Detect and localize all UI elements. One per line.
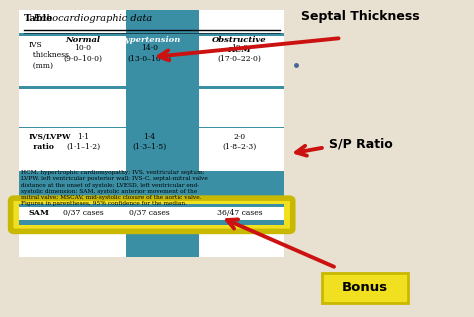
Text: 14·0
(13·0–16·0): 14·0 (13·0–16·0) [128,44,171,62]
Text: 1·1
(1·1–1·2): 1·1 (1·1–1·2) [66,133,100,151]
FancyBboxPatch shape [322,273,408,303]
Text: 19·0
(17·0–22·0): 19·0 (17·0–22·0) [218,44,261,62]
Text: 0/37 cases: 0/37 cases [129,209,170,217]
Text: 36/47 cases: 36/47 cases [217,209,262,217]
FancyBboxPatch shape [126,10,199,257]
Text: SAM: SAM [28,209,49,217]
FancyBboxPatch shape [19,207,284,220]
FancyBboxPatch shape [19,33,284,89]
FancyBboxPatch shape [19,128,126,171]
Text: Normal: Normal [65,36,100,44]
Text: Bonus: Bonus [342,281,388,294]
Text: IVS
  thickness
  (mm): IVS thickness (mm) [28,41,69,69]
Text: Obstructive
HCM: Obstructive HCM [212,36,267,54]
FancyBboxPatch shape [19,127,284,173]
FancyBboxPatch shape [19,36,126,86]
Text: 0/37 cases: 0/37 cases [63,209,103,217]
FancyBboxPatch shape [199,36,284,86]
FancyBboxPatch shape [19,204,284,225]
Text: S/P Ratio: S/P Ratio [329,138,393,151]
Text: 1·4
(1·3–1·5): 1·4 (1·3–1·5) [132,133,166,151]
Text: 10·0
(9·0–10·0): 10·0 (9·0–10·0) [64,44,102,62]
Text: Septal Thickness: Septal Thickness [301,10,419,23]
FancyBboxPatch shape [19,10,284,257]
Text: IVS/LVPW
  ratio: IVS/LVPW ratio [28,133,71,151]
Text: Table: Table [24,14,53,23]
FancyBboxPatch shape [19,173,284,204]
FancyBboxPatch shape [10,198,293,231]
FancyBboxPatch shape [19,220,284,223]
Text: 2·0
(1·8–2·3): 2·0 (1·8–2·3) [222,133,256,151]
Text: HCM, hypertrophic cardiomyopathy; IVS, ventricular septum;
LVPW, left ventricula: HCM, hypertrophic cardiomyopathy; IVS, v… [21,170,208,206]
Text: Echocardiographic data: Echocardiographic data [24,14,152,23]
FancyBboxPatch shape [199,128,284,171]
Text: Hypertension: Hypertension [118,36,181,44]
